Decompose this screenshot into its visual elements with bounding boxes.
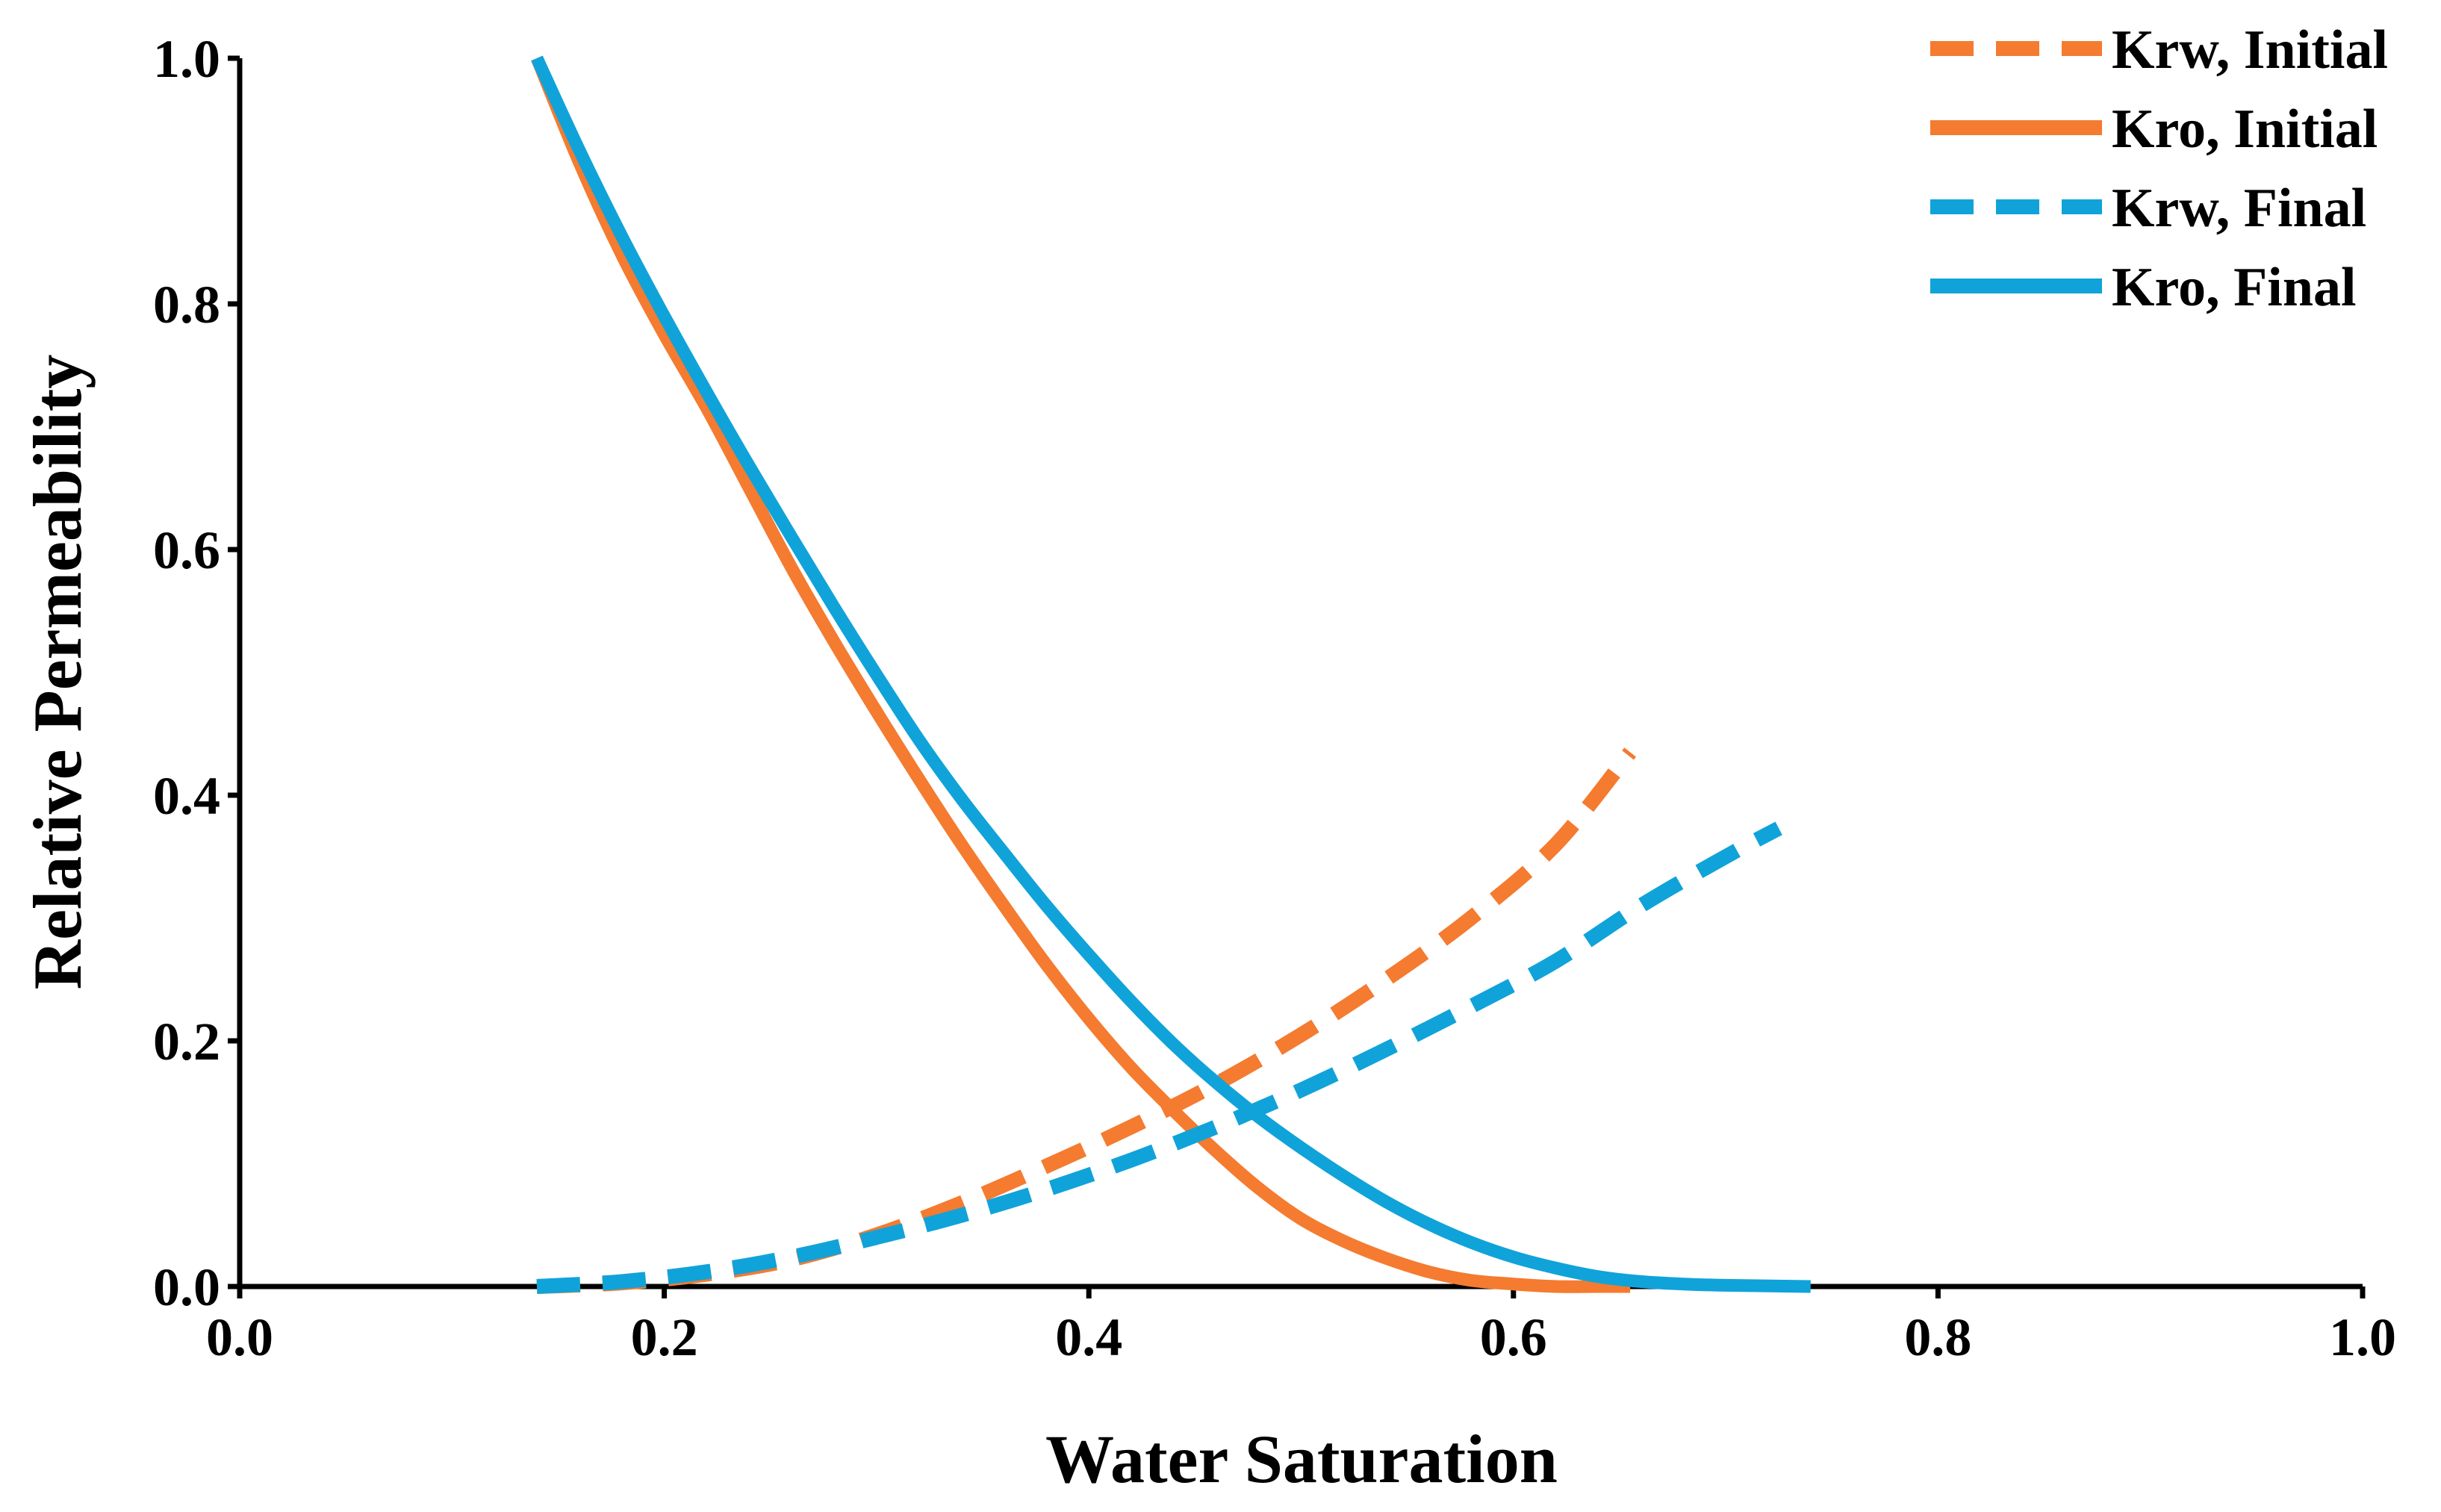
- series-layer: [531, 55, 1811, 1294]
- legend-label: Kro, Final: [2112, 257, 2357, 318]
- x-tick-label: 0.8: [1904, 1307, 1971, 1367]
- series-line-kro-final: [531, 55, 1811, 1293]
- x-tick-label: 1.0: [2329, 1307, 2396, 1367]
- series-line-krw-final: [536, 821, 1782, 1294]
- axis-ticks: 0.0 0.2 0.4 0.6 0.8 1.0 0.0 0.2 0.4 0.6 0.8 1.0: [153, 29, 2396, 1367]
- y-tick-label: 0.6: [153, 520, 220, 580]
- x-tick-label: 0.2: [631, 1307, 698, 1367]
- legend: Krw, Initial Kro, Initial Krw, Final Kro, F…: [1930, 19, 2388, 318]
- legend-label: Krw, Final: [2112, 178, 2366, 239]
- y-tick-label: 0.4: [153, 766, 220, 826]
- x-tick-label: 0.6: [1480, 1307, 1547, 1367]
- series-line-krw-initial: [536, 747, 1637, 1294]
- legend-label: Kro, Initial: [2112, 99, 2378, 160]
- legend-label: Krw, Initial: [2112, 19, 2388, 81]
- y-tick-label: 0.0: [153, 1257, 220, 1317]
- series-line-kro-initial: [531, 55, 1631, 1293]
- y-axis-title: Relative Permeability: [19, 355, 96, 990]
- y-tick-label: 0.8: [153, 275, 220, 335]
- x-tick-label: 0.4: [1055, 1307, 1122, 1367]
- x-axis-title: Water Saturation: [1045, 1421, 1558, 1497]
- y-tick-label: 0.2: [153, 1012, 220, 1071]
- y-tick-label: 1.0: [153, 29, 220, 89]
- x-tick-label: 0.0: [206, 1307, 273, 1367]
